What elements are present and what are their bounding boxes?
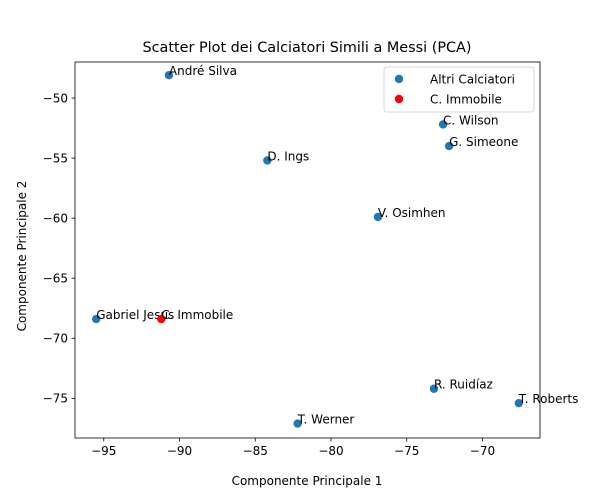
point-label: T. Werner [297,413,355,427]
point-label: André Silva [169,64,237,78]
plot-area: −95 −90 −85 −80 −75 −70 −75 −70 −65 −60 −55 −50 Andr… [43,61,579,458]
legend-entry: C. Immobile [430,92,502,106]
data-point [164,71,174,80]
data-point [373,212,383,222]
x-tick-label: −85 [243,444,268,458]
x-tick-label: −75 [394,444,419,458]
y-tick-label: −55 [43,151,68,165]
y-tick-label: −70 [43,332,68,346]
data-point [429,384,439,393]
x-tick-label: −70 [470,444,495,458]
legend-entry: Altri Calciatori [430,72,515,86]
point-label: C. Wilson [443,113,498,127]
x-axis-label: Componente Principale 1 [232,474,383,488]
point-label: Gabriel Jesus [96,308,174,322]
y-axis-label: Componente Principale 2 [15,181,29,332]
data-point [514,398,523,408]
point-label: D. Ings [267,150,309,164]
x-tick-label: −80 [318,444,343,458]
data-point [444,141,454,151]
legend-box [383,66,535,113]
data-point [263,156,272,165]
x-tick-label: −95 [91,444,116,458]
y-tick-label: −50 [43,91,68,105]
legend: Altri Calciatori C. Immobile [383,66,535,113]
point-label: R. Ruidíaz [434,378,493,392]
legend-marker [394,74,404,84]
point-label: V. Osimhen [378,206,446,220]
legend-marker [394,94,404,104]
x-tick-label: −90 [167,444,192,458]
point-label: T. Roberts [518,392,579,406]
data-point [293,419,302,428]
point-label: C. Immobile [161,308,233,322]
y-tick-label: −75 [43,392,68,406]
chart-title: Scatter Plot dei Calciatori Simili a Mes… [142,40,471,56]
y-tick-label: −65 [43,272,68,286]
point-label: G. Simeone [449,135,518,149]
y-tick-label: −60 [43,211,68,225]
data-point [157,314,166,324]
data-point [438,120,448,129]
plot-frame [74,61,541,439]
data-point [92,314,101,324]
